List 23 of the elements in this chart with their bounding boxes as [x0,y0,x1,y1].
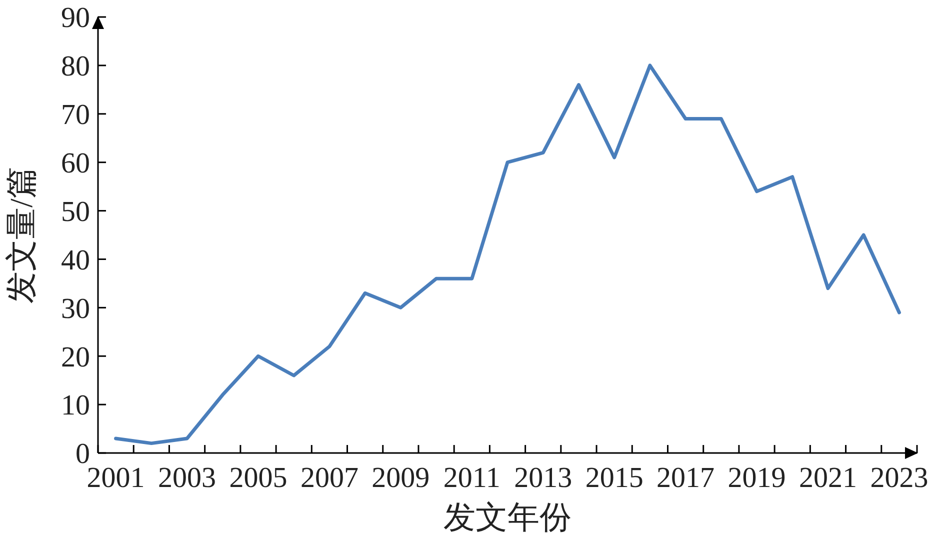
x-axis-title: 发文年份 [444,499,572,535]
x-tick-label: 2023 [870,462,928,494]
y-tick-label: 60 [61,147,90,180]
y-axis-title: 发文量/篇 [3,166,39,304]
x-tick-label: 2005 [229,462,288,494]
x-tick-label: 2019 [728,462,786,494]
y-tick-label: 20 [61,341,90,374]
y-tick-label: 40 [61,244,90,276]
x-tick-label: 2003 [158,462,216,494]
x-tick-label: 2021 [798,462,857,494]
y-tick-label: 30 [61,292,90,325]
x-tick-label: 2017 [656,462,715,494]
y-tick-label: 90 [61,2,90,34]
y-tick-label: 50 [61,196,90,228]
line-series [114,64,901,446]
x-tick-label: 2011 [443,462,500,494]
y-tick-label: 10 [61,390,90,422]
x-tick-label: 2015 [585,462,644,494]
x-tick-label: 2007 [300,462,358,494]
y-tick-label: 70 [61,99,90,132]
x-tick-label: 2009 [372,462,430,494]
x-tick-label: 2013 [514,462,572,494]
y-tick-label: 80 [61,50,90,83]
